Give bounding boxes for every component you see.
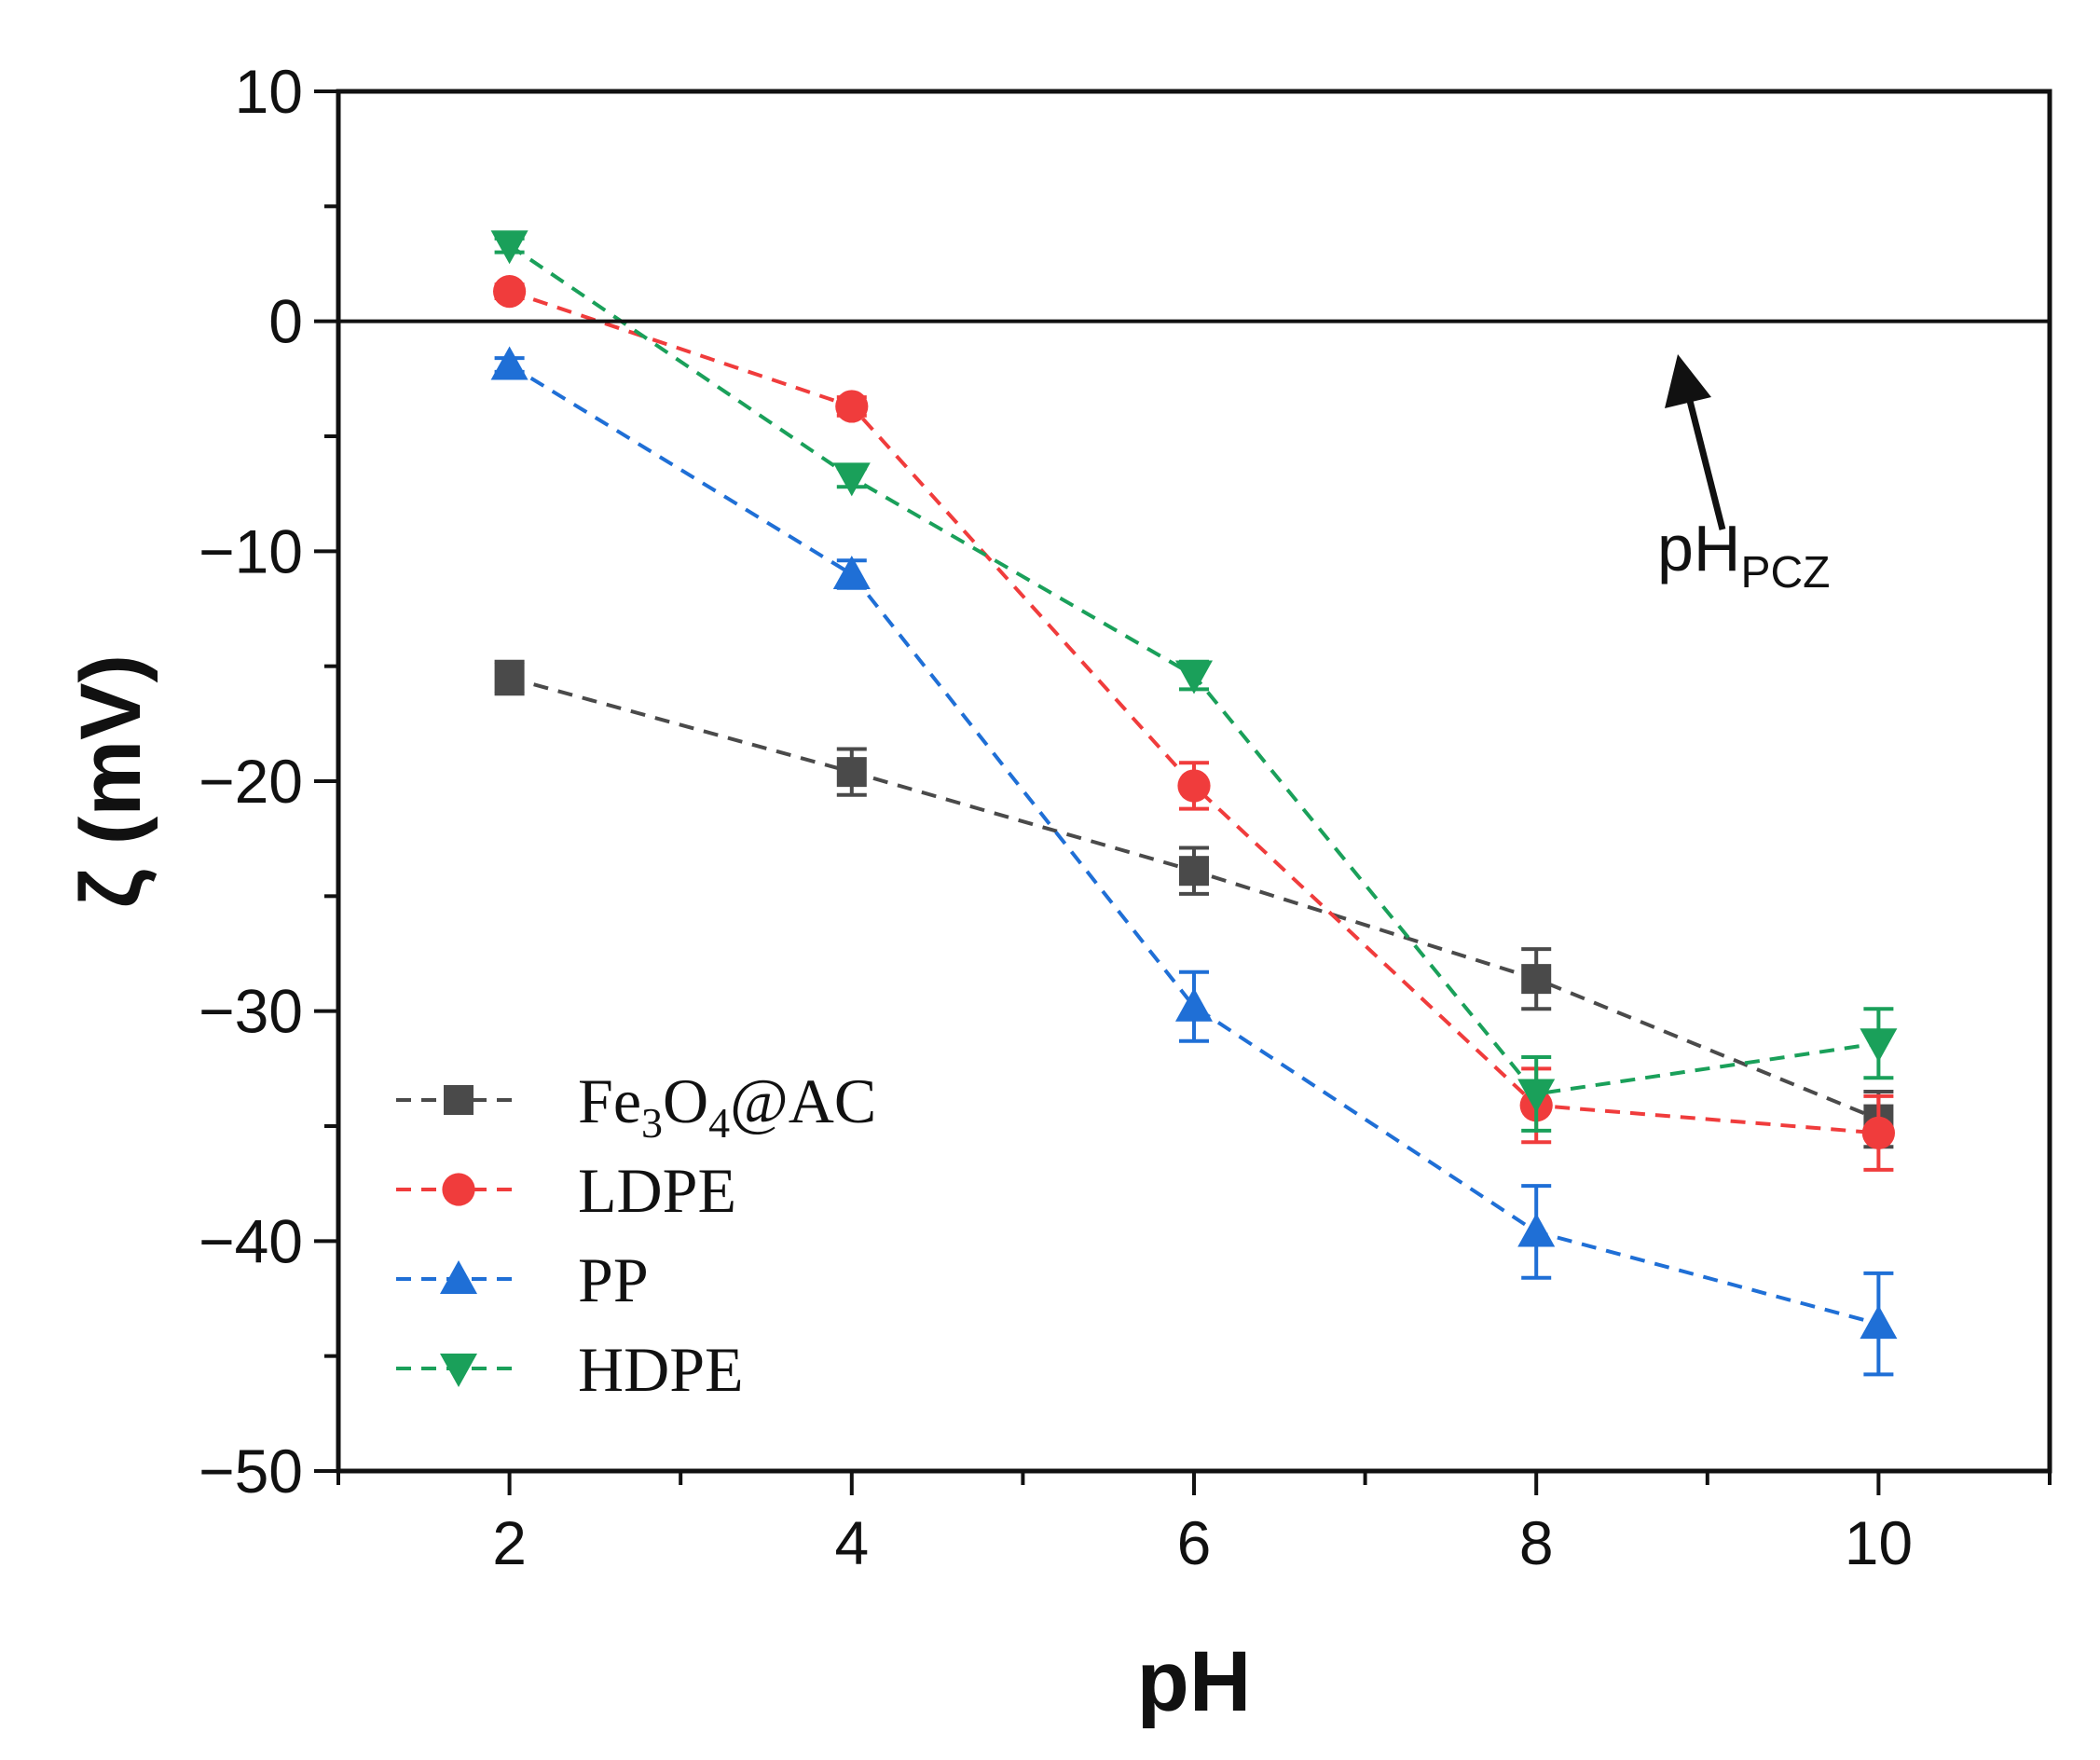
series-line bbox=[508, 289, 1879, 1135]
data-point bbox=[836, 757, 867, 788]
data-point bbox=[1861, 1116, 1895, 1149]
axis-ticks: 2 4 6 8 10 10 0 −10 −20 −30 −40 −50 bbox=[199, 57, 2052, 1577]
legend-label: PP bbox=[578, 1244, 649, 1315]
y-tick-label: 10 bbox=[235, 57, 303, 126]
y-tick-label: −30 bbox=[199, 977, 303, 1046]
legend-label-part: O bbox=[663, 1066, 708, 1136]
data-point bbox=[1517, 1079, 1556, 1113]
data-point bbox=[1175, 987, 1213, 1022]
annotation-label: pHPCZ bbox=[1657, 512, 1830, 598]
annotation-label-sub: PCZ bbox=[1740, 548, 1830, 598]
y-tick-label: −50 bbox=[199, 1437, 303, 1506]
legend-label-part: 4 bbox=[708, 1099, 730, 1147]
data-point bbox=[1517, 1213, 1556, 1247]
legend-label: HDPE bbox=[578, 1334, 744, 1405]
x-tick-label: 6 bbox=[1177, 1508, 1212, 1577]
data-point bbox=[490, 346, 528, 380]
data-point bbox=[835, 390, 869, 423]
legend-marker bbox=[444, 1085, 474, 1115]
data-point bbox=[493, 275, 527, 309]
x-tick-label: 8 bbox=[1519, 1508, 1554, 1577]
legend-item: LDPE bbox=[396, 1155, 736, 1226]
legend-label-part: @AC bbox=[730, 1066, 876, 1136]
data-series bbox=[490, 230, 1898, 1377]
y-tick-label: −40 bbox=[199, 1206, 303, 1275]
legend-label-part: Fe bbox=[578, 1066, 641, 1136]
series-line bbox=[509, 676, 1880, 1121]
series-fe3o4-ac bbox=[494, 659, 1894, 1149]
annotation-label-main: pH bbox=[1657, 512, 1740, 584]
data-point bbox=[832, 556, 871, 589]
legend: Fe3O4@AC LDPE PP HDPE bbox=[396, 1066, 876, 1405]
data-point bbox=[1521, 964, 1552, 995]
x-tick-label: 10 bbox=[1845, 1508, 1913, 1577]
x-tick-label: 2 bbox=[492, 1508, 527, 1577]
data-point bbox=[1860, 1305, 1898, 1340]
data-point bbox=[1177, 769, 1211, 803]
legend-item: PP bbox=[396, 1244, 649, 1315]
y-tick-label: −10 bbox=[199, 516, 303, 585]
y-tick-label: 0 bbox=[268, 287, 303, 356]
legend-item: Fe3O4@AC bbox=[396, 1066, 876, 1147]
legend-label-part: 3 bbox=[641, 1099, 663, 1147]
data-point bbox=[490, 230, 528, 265]
legend-marker bbox=[442, 1173, 475, 1206]
series-pp bbox=[490, 346, 1898, 1377]
legend-label: Fe3O4@AC bbox=[578, 1066, 876, 1147]
legend-label: LDPE bbox=[578, 1155, 736, 1226]
legend-item: HDPE bbox=[396, 1334, 744, 1405]
data-point bbox=[1175, 660, 1213, 694]
x-axis-title: pH bbox=[1137, 1634, 1252, 1729]
legend-marker bbox=[440, 1354, 477, 1387]
legend-marker bbox=[440, 1260, 477, 1294]
y-axis-title: ζ (mV) bbox=[63, 654, 158, 908]
series-hdpe bbox=[490, 230, 1898, 1133]
y-tick-label: −20 bbox=[199, 747, 303, 816]
data-point bbox=[832, 462, 871, 497]
annotation-arrow-head bbox=[1665, 354, 1711, 408]
data-point bbox=[1860, 1028, 1898, 1063]
x-tick-label: 4 bbox=[834, 1508, 869, 1577]
ph-pcz-annotation: pHPCZ bbox=[1657, 354, 1830, 598]
annotation-arrow-shaft bbox=[1686, 400, 1726, 530]
plot-frame bbox=[336, 89, 2052, 1474]
data-point bbox=[1179, 856, 1209, 887]
data-point bbox=[494, 663, 525, 693]
